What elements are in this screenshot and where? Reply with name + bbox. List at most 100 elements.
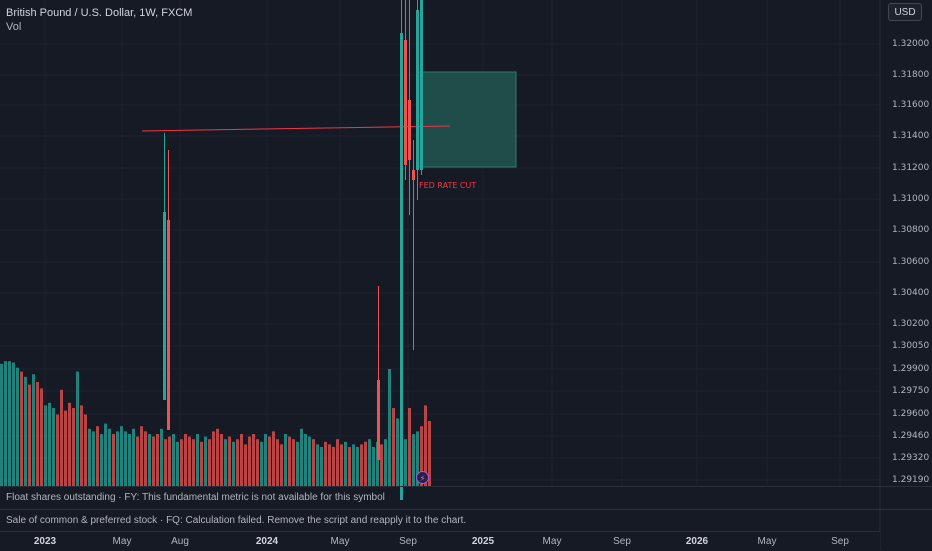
- volume-bar: [140, 426, 143, 486]
- volume-bar: [152, 436, 155, 486]
- volume-bar: [156, 434, 159, 486]
- volume-bar: [408, 408, 411, 486]
- volume-bar: [312, 439, 315, 486]
- volume-bar: [416, 431, 419, 486]
- volume-bar: [420, 426, 423, 486]
- volume-indicator-label[interactable]: Vol: [6, 21, 22, 33]
- volume-bar: [32, 374, 35, 486]
- volume-bar: [24, 376, 27, 486]
- time-tick-label: 2026: [685, 536, 709, 547]
- pane-divider[interactable]: [0, 486, 932, 487]
- volume-bar: [108, 428, 111, 486]
- volume-bar: [224, 439, 227, 486]
- volume-bar: [204, 436, 207, 486]
- price-tick-label: 1.31400: [892, 131, 930, 141]
- volume-bar: [128, 434, 131, 486]
- volume-bar: [252, 434, 255, 486]
- volume-bar: [0, 363, 3, 486]
- time-tick-label: Sep: [399, 536, 417, 547]
- price-tick-label: 1.30600: [892, 257, 930, 267]
- price-tick-label: 1.29190: [892, 475, 930, 485]
- volume-bar: [12, 362, 15, 486]
- time-axis[interactable]: 2023 May Aug 2024 May Sep 2025 May Sep 2026 May Sep: [0, 531, 880, 551]
- volume-bar: [336, 439, 339, 486]
- volume-bar: [272, 431, 275, 486]
- volume-bar: [376, 441, 379, 486]
- volume-bar: [316, 444, 319, 486]
- volume-bar: [208, 439, 211, 486]
- volume-bar: [192, 439, 195, 486]
- chart-header: British Pound / U.S. Dollar, 1W, FXCM Vo…: [6, 6, 192, 34]
- volume-bar: [72, 408, 75, 486]
- volume-bar: [256, 439, 259, 486]
- price-tick-label: 1.30050: [892, 341, 930, 351]
- volume-bar: [368, 439, 371, 486]
- volume-bar: [404, 439, 407, 486]
- volume-bar: [56, 414, 59, 486]
- symbol-title[interactable]: British Pound / U.S. Dollar, 1W, FXCM: [6, 7, 193, 19]
- volume-bar: [144, 431, 147, 486]
- volume-bar: [84, 414, 87, 486]
- volume-bar: [396, 418, 399, 486]
- time-tick-label: May: [757, 536, 777, 547]
- volume-bar: [104, 423, 107, 486]
- candle-body: [408, 100, 411, 160]
- volume-bar: [116, 431, 119, 486]
- price-tick-label: 1.29900: [892, 364, 930, 374]
- volume-bar: [48, 402, 51, 486]
- fed-rate-cut-annotation[interactable]: FED RATE CUT: [419, 181, 477, 190]
- volume-bar: [88, 428, 91, 486]
- time-tick-label: Sep: [613, 536, 631, 547]
- volume-bar: [308, 436, 311, 486]
- volume-bar: [276, 439, 279, 486]
- pane-divider[interactable]: [0, 509, 932, 510]
- volume-bar: [132, 428, 135, 486]
- volume-bar: [260, 441, 263, 486]
- volume-bar: [44, 405, 47, 486]
- volume-bar: [52, 408, 55, 486]
- volume-bar: [28, 384, 31, 486]
- volume-bar: [352, 444, 355, 486]
- volume-bar: [220, 434, 223, 486]
- volume-bar: [388, 369, 391, 486]
- candle-body: [377, 380, 380, 460]
- volume-bar: [20, 371, 23, 486]
- time-tick-label: 2025: [471, 536, 495, 547]
- candle-body: [163, 212, 166, 400]
- volume-bar: [304, 434, 307, 486]
- candle-body: [167, 220, 170, 430]
- volume-bar: [120, 426, 123, 486]
- volume-bar: [184, 434, 187, 486]
- candle-body: [400, 33, 403, 500]
- price-tick-label: 1.30400: [892, 288, 930, 298]
- volume-bar: [268, 436, 271, 486]
- volume-bar: [284, 434, 287, 486]
- volume-bar: [348, 447, 351, 486]
- volume-bar: [36, 382, 39, 486]
- volume-bar: [40, 388, 43, 486]
- volume-bar: [76, 371, 79, 486]
- volume-bar: [212, 431, 215, 486]
- price-tick-label: 1.31800: [892, 70, 930, 80]
- time-tick-label: 2024: [255, 536, 279, 547]
- currency-button[interactable]: USD: [888, 3, 922, 21]
- price-tick-label: 1.30800: [892, 225, 930, 235]
- volume-bar: [244, 444, 247, 486]
- float-shares-message: Float shares outstanding · FY: This fund…: [6, 492, 385, 503]
- volume-bar: [68, 402, 71, 486]
- volume-bar: [136, 436, 139, 486]
- volume-bar: [124, 431, 127, 486]
- volume-bar: [168, 436, 171, 486]
- time-tick-label: 2023: [33, 536, 57, 547]
- volume-bar: [100, 434, 103, 486]
- sale-stock-message: Sale of common & preferred stock · FQ: C…: [6, 515, 467, 526]
- volume-bar: [64, 410, 67, 486]
- volume-bar: [384, 439, 387, 486]
- price-tick-label: 1.31000: [892, 194, 930, 204]
- candle-body: [404, 40, 407, 165]
- lightning-icon[interactable]: ⚡: [416, 471, 429, 484]
- candle-body: [412, 170, 415, 180]
- price-tick-label: 1.32000: [892, 39, 930, 49]
